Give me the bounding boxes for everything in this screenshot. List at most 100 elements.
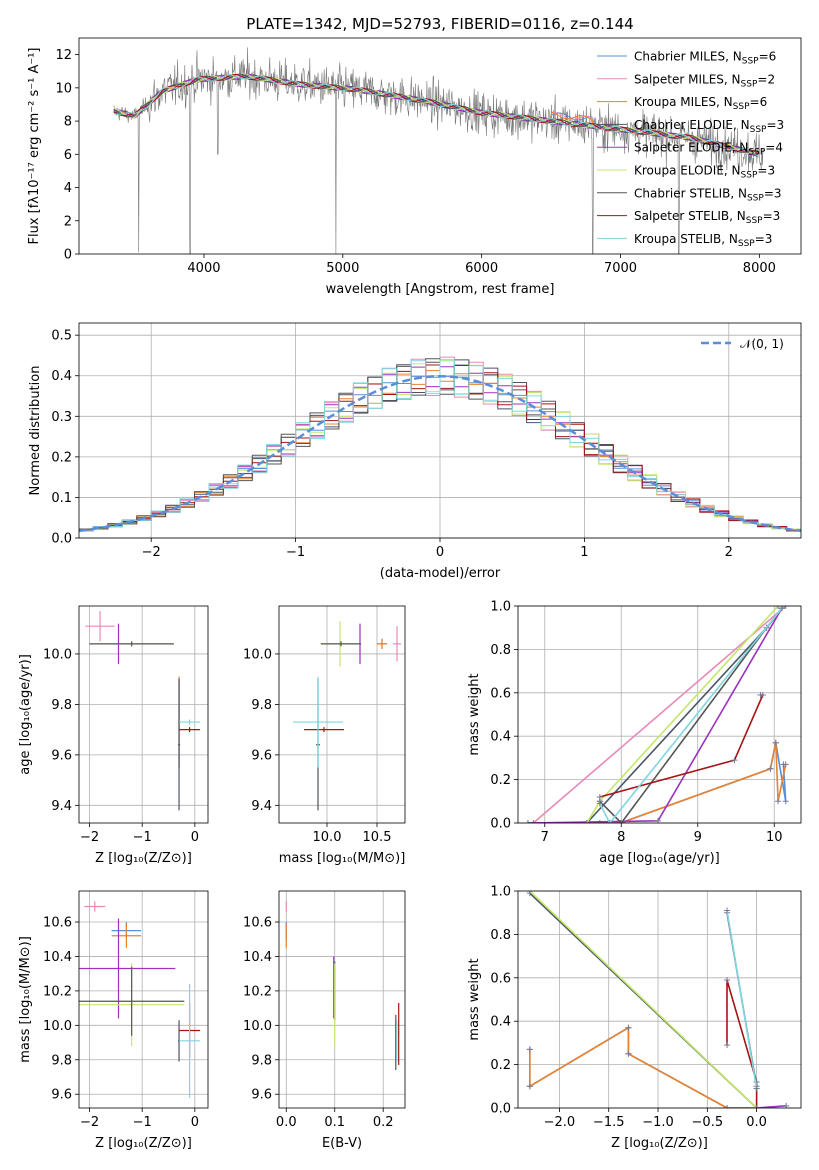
- mass-weight-line: [586, 606, 779, 823]
- x-tick-label: 2: [725, 545, 733, 560]
- mass-weight-line: [726, 910, 758, 1089]
- y-tick-label: 0.4: [490, 1015, 511, 1030]
- y-tick-label: 0.6: [490, 686, 511, 701]
- legend-subscript: SSP: [746, 216, 763, 226]
- x-axis-label: age [log₁₀(age/yr)]: [599, 851, 720, 866]
- legend-text: Chabrier STELIB, N: [634, 186, 747, 200]
- legend-text: Salpeter STELIB, N: [634, 209, 746, 223]
- grid: [279, 891, 405, 1108]
- mass-weight-marker: [724, 1042, 731, 1049]
- plot-area: [79, 356, 801, 533]
- legend-subscript: SSP: [742, 57, 759, 67]
- x-tick-label: 0.0: [746, 1115, 767, 1130]
- legend-text: =3: [757, 164, 775, 178]
- legend-text: Salpeter MILES, N: [634, 72, 741, 86]
- observed-spectrum-line: [113, 47, 764, 254]
- x-tick-label: 10.5: [363, 830, 392, 845]
- x-axis-label: (data-model)/error: [380, 566, 501, 581]
- mass-weight-line: [726, 979, 758, 1108]
- y-tick-label: 10.0: [43, 1019, 72, 1034]
- y-axis-label: Flux [fλ10⁻¹⁷ erg cm⁻² s⁻¹ A⁻¹]: [27, 48, 42, 245]
- legend-subscript: SSP: [738, 239, 755, 249]
- mass-weight-marker: [596, 793, 603, 800]
- y-tick-label: 9.6: [251, 1088, 272, 1103]
- mass-weight-marker: [724, 907, 731, 914]
- axes-frame: [278, 890, 406, 1109]
- age-vs-metallicity-panel: −2 −1 0 9.4 9.6 9.8 10.0 Z [log₁₀(Z/Z⊙)] age [lo…: [18, 605, 209, 866]
- y-tick-label: 10.0: [43, 647, 72, 662]
- y-tick-label: 8: [64, 115, 72, 130]
- grid: [79, 606, 208, 823]
- legend-entry: Kroupa ELODIE, NSSP=3: [634, 164, 775, 181]
- mass-weight-marker: [767, 765, 774, 772]
- legend-subscript: SSP: [741, 79, 758, 89]
- y-tick-label: 9.8: [51, 1053, 72, 1068]
- mass-weight-line: [599, 607, 783, 823]
- y-tick-label: 10.4: [43, 950, 72, 965]
- legend-text: Chabrier ELODIE, N: [634, 118, 750, 132]
- y-tick-label: 9.8: [51, 698, 72, 713]
- mass-vs-ebv-panel: 0.0 0.1 0.2 9.6 9.8 10.0 10.2 10.4 10.6 E(B-V): [243, 890, 406, 1151]
- y-tick-label: 9.8: [251, 1053, 272, 1068]
- x-tick-label: 0.2: [373, 1115, 394, 1130]
- legend-text: =6: [759, 50, 777, 64]
- plot-area: [285, 901, 400, 1071]
- legend-entry: Chabrier MILES, NSSP=6: [634, 50, 776, 67]
- mass-weight-line: [527, 607, 783, 823]
- legend-text: Kroupa MILES, N: [634, 95, 733, 109]
- legend-entry: Salpeter STELIB, NSSP=3: [634, 209, 780, 226]
- plot-area: [113, 47, 764, 254]
- legend-text: =6: [750, 95, 768, 109]
- mass-weight-marker: [757, 691, 764, 698]
- mass-weight-line: [527, 607, 783, 823]
- x-tick-label: 10.0: [313, 830, 342, 845]
- legend-text: =3: [766, 118, 784, 132]
- x-tick-label: 1: [580, 545, 588, 560]
- mass-weight-marker: [782, 606, 789, 609]
- legend-subscript: SSP: [750, 125, 767, 135]
- y-tick-label: 0.4: [51, 369, 72, 384]
- mass-weight-marker: [753, 1105, 760, 1108]
- y-axis-label: Normed distribution: [28, 366, 43, 496]
- y-tick-label: 10.6: [243, 916, 272, 931]
- mass-weight-marker: [526, 1046, 533, 1053]
- y-tick-label: 10.6: [43, 916, 72, 931]
- x-tick-label: 0.1: [324, 1115, 345, 1130]
- y-tick-label: 10.2: [43, 984, 72, 999]
- y-tick-label: 9.8: [251, 698, 272, 713]
- axes-frame: [78, 890, 209, 1109]
- x-axis-label: Z [log₁₀(Z/Z⊙)]: [611, 1136, 708, 1151]
- y-tick-label: 9.4: [251, 799, 272, 814]
- y-tick-label: 10: [55, 81, 72, 96]
- legend-entry: Kroupa MILES, NSSP=6: [634, 95, 767, 112]
- y-tick-label: 0.4: [490, 730, 511, 745]
- mass-weight-marker: [526, 1083, 533, 1090]
- normal-distribution-curve: [79, 374, 801, 533]
- mass-weight-marker: [775, 606, 782, 609]
- y-tick-label: 0.2: [490, 1058, 511, 1073]
- age-vs-mass-panel: 10.0 10.5 9.4 9.6 9.8 10.0 mass [log₁₀(M/M⊙)]: [243, 605, 406, 866]
- mass-weight-line: [599, 742, 787, 823]
- y-tick-label: 0.8: [490, 643, 511, 658]
- plot-area: [293, 621, 401, 811]
- legend-text: =3: [764, 186, 782, 200]
- mass-weight-marker: [530, 820, 537, 823]
- mass-weight-marker: [731, 757, 738, 764]
- mass-weight-marker: [782, 761, 789, 768]
- y-tick-label: 1.0: [490, 600, 511, 615]
- x-tick-label: −1: [286, 545, 305, 560]
- mass-weight-marker: [524, 820, 531, 823]
- y-tick-label: 0.0: [490, 1102, 511, 1117]
- y-axis-label: age [log₁₀(age/yr)]: [18, 654, 33, 775]
- x-tick-label: −2.0: [544, 1115, 576, 1130]
- legend-text: =4: [765, 141, 783, 155]
- legend-entry: Chabrier STELIB, NSSP=3: [634, 186, 782, 203]
- y-tick-label: 0: [64, 248, 72, 263]
- y-tick-label: 0.6: [490, 971, 511, 986]
- mass-weight-vs-age-panel: 7 8 9 10 0.0 0.2 0.4 0.6 0.8 1.0 age [log₁₀(age/yr…: [467, 600, 802, 866]
- x-tick-label: −1.5: [593, 1115, 625, 1130]
- mass-weight-marker: [782, 798, 789, 805]
- plot-area: [524, 606, 789, 823]
- legend-text: Chabrier MILES, N: [634, 50, 742, 64]
- mass-weight-vs-metallicity-panel: −2.0 −1.5 −1.0 −0.5 0.0 0.0 0.2 0.4 0.6 0.8 1.0 Z […: [467, 885, 802, 1151]
